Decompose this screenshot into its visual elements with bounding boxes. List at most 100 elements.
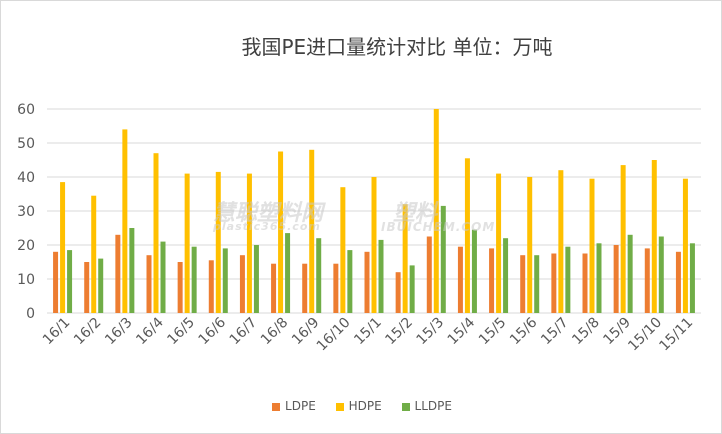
bar-hdpe [371,177,377,313]
bar-ldpe [271,263,277,313]
bar-hdpe [558,170,564,313]
y-axis-ticks: 0 10 20 30 40 50 60 [17,102,35,322]
bar-hdpe [682,178,688,313]
bar-lldpe [67,250,73,313]
x-tick-label: 15/5 [476,315,510,349]
y-tick-label: 30 [17,204,35,220]
bar-lldpe [191,246,197,313]
bar-hdpe [589,178,595,313]
bar-ldpe [84,262,90,313]
x-tick-label: 15/4 [445,314,479,348]
chart-title: 我国PE进口量统计对比 单位：万吨 [241,35,553,59]
y-tick-label: 50 [17,136,35,152]
bar-hdpe [402,204,408,313]
legend-swatch-ldpe [272,402,281,411]
watermark-cn-2: 塑料 [393,201,438,226]
y-tick-label: 0 [26,306,35,322]
x-tick-label: 15/8 [569,315,603,349]
legend-swatch-hdpe [335,402,344,411]
legend: LDPE HDPE LLDPE [1,399,721,413]
y-tick-label: 20 [17,238,35,254]
bar-hdpe [464,158,470,313]
watermark-cn: 慧聪塑料网 [213,201,324,226]
legend-item-hdpe: HDPE [335,399,382,413]
x-tick-label: 16/6 [196,314,230,348]
bar-ldpe [551,253,557,313]
bar-hdpe [91,195,97,313]
bar-ldpe [613,245,619,313]
x-tick-label: 16/7 [227,315,261,349]
x-tick-label: 15/3 [414,315,448,349]
bar-hdpe [340,187,346,313]
bar-ldpe [333,263,339,313]
bar-lldpe [129,228,135,313]
bar-lldpe [503,238,509,313]
x-tick-label: 15/2 [382,315,416,349]
bar-ldpe [146,255,152,313]
bar-ldpe [582,253,588,313]
x-tick-label: 15/11 [656,315,696,355]
bar-lldpe [440,205,446,313]
bar-ldpe [644,248,650,313]
x-tick-label: 16/10 [314,315,354,355]
x-tick-label: 16/3 [102,315,136,349]
bar-hdpe [651,160,657,313]
bar-lldpe [98,258,104,313]
bar-hdpe [60,182,66,313]
bar-lldpe [378,239,384,313]
bar-lldpe [689,243,695,313]
bar-hdpe [184,173,190,313]
bar-hdpe [153,153,159,313]
bar-hdpe [215,171,221,313]
bar-lldpe [253,245,259,313]
bar-hdpe [122,129,128,313]
y-tick-label: 10 [17,272,35,288]
bar-lldpe [347,250,353,313]
bar-lldpe [160,241,166,313]
bar-ldpe [395,272,401,313]
bar-ldpe [426,236,432,313]
bar-hdpe [246,173,252,313]
x-tick-label: 15/1 [351,315,385,349]
bar-lldpe [471,229,477,313]
bar-hdpe [527,177,533,313]
bar-lldpe [658,236,664,313]
x-tick-label: 15/7 [538,315,572,349]
bar-lldpe [534,255,540,313]
bar-ldpe [489,248,495,313]
legend-label-lldpe: LLDPE [414,399,452,413]
bar-ldpe [53,251,59,313]
bar-ldpe [520,255,526,313]
bar-ldpe [675,251,681,313]
bar-ldpe [239,255,245,313]
legend-label-hdpe: HDPE [348,399,382,413]
bar-ldpe [208,260,214,313]
bar-lldpe [627,234,633,313]
legend-item-lldpe: LLDPE [401,399,452,413]
y-tick-label: 40 [17,170,35,186]
x-tick-label: 16/2 [71,315,105,349]
bar-lldpe [316,238,322,313]
watermark-url: plastic365.com [213,220,321,233]
legend-swatch-lldpe [401,402,410,411]
bar-ldpe [177,262,183,313]
bar-hdpe [620,165,626,313]
x-axis-ticks: 16/116/216/316/416/516/616/716/816/916/1… [40,314,696,354]
x-tick-label: 16/5 [164,315,198,349]
bar-lldpe [596,243,602,313]
bar-hdpe [309,149,315,313]
x-tick-label: 15/6 [507,314,541,348]
bar-lldpe [409,265,415,313]
x-tick-label: 16/4 [133,314,167,348]
legend-label-ldpe: LDPE [285,399,316,413]
x-tick-label: 15/10 [625,315,665,355]
bar-lldpe [222,248,228,313]
watermark-url-2: IBUICHEM.COM [381,220,496,234]
bar-hdpe [433,109,439,313]
bar-lldpe [565,246,571,313]
bar-ldpe [302,263,308,313]
bars [53,109,695,313]
x-tick-label: 16/8 [258,315,292,349]
